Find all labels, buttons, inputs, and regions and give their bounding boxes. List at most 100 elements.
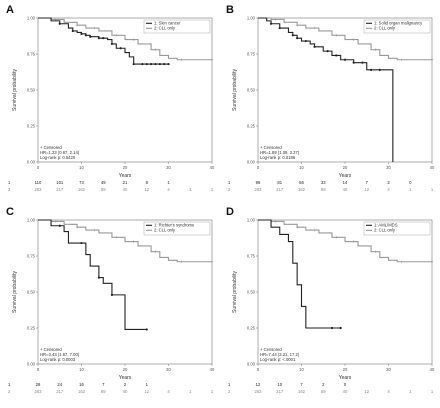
censor-mark [313,45,316,48]
x-tick-label: 10 [299,367,304,372]
y-axis-label: Survival probability [232,69,238,111]
legend-box [143,221,211,236]
censor-mark [58,22,61,25]
panel-label: C [6,206,14,218]
legend-entry: 2: CLL only [154,26,176,31]
censor-mark [145,328,148,331]
risk-count: 1 [409,389,412,394]
risk-count: 162 [78,389,86,394]
risk-count: 21 [123,180,128,185]
risk-count: 89 [321,389,326,394]
legend-box [363,221,431,236]
censor-mark [141,62,144,66]
y-tick-label: 1.00 [247,217,256,222]
risk-count: 49 [101,180,106,185]
censor-mark [97,37,100,40]
censor-mark [295,23,299,27]
y-axis-label: Survival probability [12,69,18,111]
risk-count: 8 [146,180,149,185]
censor-mark [163,62,166,66]
hazard-ratio: HR=1.23 (0.67, 2.14) [40,150,80,155]
censor-mark [180,58,183,62]
censor-mark [154,48,157,51]
risk-table: 1 12 10 7 2 0 2 263 217 162 89 40 12 4 1 1 [228,382,434,394]
censor-mark [374,250,377,253]
y-tick-label: 0.00 [247,159,256,164]
hazard-ratio: HR=7.44 (3.21, 17.2) [260,352,300,357]
censor-mark [150,62,153,66]
censor-mark [296,37,299,40]
x-tick-label: 30 [386,165,391,170]
risk-count: 110 [35,180,42,185]
risk-count: 263 [255,187,263,192]
risk-count: 1 [431,187,434,192]
risk-count: 2 [387,180,390,185]
risk-row-label: 1 [8,180,11,185]
risk-count: 1 [409,187,412,192]
x-tick-label: 0 [37,367,40,372]
censored-label: + Censored [40,145,62,150]
censor-mark [84,34,87,37]
risk-count: 263 [35,187,43,192]
risk-count: 4 [387,187,390,192]
censor-mark [110,42,114,46]
panel-label: D [226,206,234,218]
y-tick-label: 0.75 [27,51,36,56]
censor-mark [58,224,61,227]
censored-label: + Censored [260,145,282,150]
censor-mark [119,47,122,50]
risk-table: 1 28 24 16 7 2 12 263 217 162 89 40 12 4 1 1 [8,382,214,394]
y-tick-label: 0.25 [247,123,256,128]
x-axis-label: Years [119,375,132,381]
censor-mark [326,50,329,53]
risk-count: 0 [344,382,347,387]
panel-b: B0.000.250.500.751.000 10 20 30 40YearsSurvi… [226,4,435,192]
legend-entry: 1: AML/MDS [374,223,398,228]
legend-box [363,19,431,34]
censor-mark [339,326,342,330]
censor-mark [210,260,214,264]
y-tick-label: 0.50 [27,87,36,92]
risk-count: 2 [322,382,325,387]
risk-table: 1 110 101 73 49 21 8 12 263 217 162 89 40 12 4 1 1 [8,180,214,192]
risk-row-label: 2 [8,389,11,394]
censor-mark [374,48,377,51]
risk-count: 1 [431,389,434,394]
risk-count: 1 [167,180,170,185]
risk-count: 4 [167,389,170,394]
risk-count: 12 [364,187,369,192]
censor-mark [352,61,355,64]
censor-mark [154,250,157,253]
censor-mark [154,62,157,66]
censor-mark [274,18,277,21]
risk-count: 16 [79,382,84,387]
censor-mark [89,35,92,38]
x-tick-label: 40 [210,367,215,372]
censor-mark [167,62,170,66]
logrank-p: Log-rank p: 0.0186 [260,155,296,160]
risk-count: 89 [101,389,106,394]
logrank-p: Log-rank p: 0.0003 [40,357,76,362]
risk-count: 1 [146,382,149,387]
y-tick-label: 0.50 [247,87,256,92]
risk-count: 28 [36,382,41,387]
x-tick-label: 30 [166,367,171,372]
censor-mark [343,58,347,61]
censor-mark [75,225,79,229]
censor-mark [93,228,96,232]
censor-mark [330,326,334,330]
censor-mark [291,34,294,37]
censor-mark [295,225,299,229]
risk-count: 81 [277,180,282,185]
x-tick-label: 10 [79,165,84,170]
y-axis-label: Survival probability [12,271,18,313]
censor-mark [54,220,57,223]
censor-mark [75,23,79,27]
